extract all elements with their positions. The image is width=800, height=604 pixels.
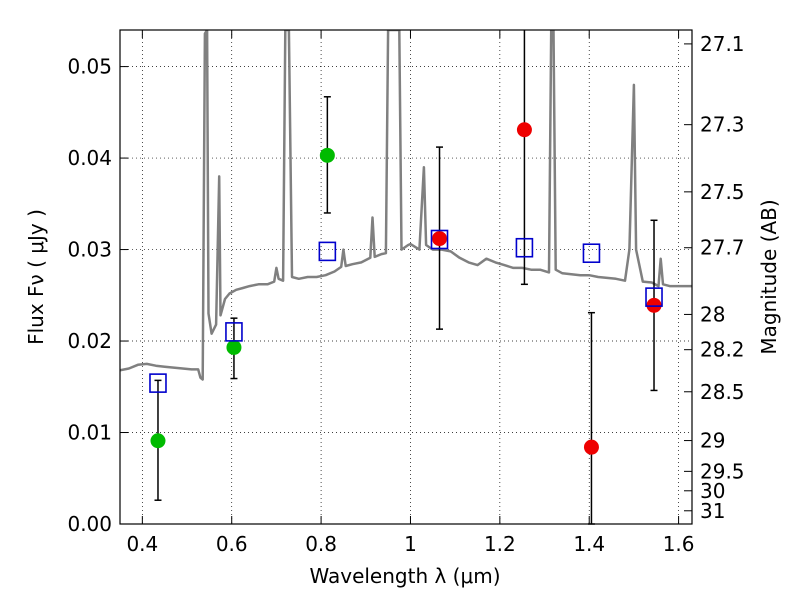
- right-tick-label: 27.7: [700, 236, 745, 260]
- points-layer: [149, 30, 663, 525]
- square-marker: [318, 241, 337, 262]
- red-point: [516, 122, 532, 138]
- x-tick-label: 1: [404, 532, 417, 556]
- green-point: [319, 147, 335, 163]
- right-tick-label: 29: [700, 429, 725, 453]
- square-marker: [430, 229, 449, 250]
- right-axis-label: Magnitude (AB): [757, 199, 781, 354]
- square-marker: [645, 287, 663, 307]
- green-point: [150, 433, 166, 449]
- red-point: [583, 439, 599, 455]
- right-tick-label: 28.2: [700, 338, 745, 362]
- x-tick-label: 1.2: [484, 532, 516, 556]
- right-tick-label: 27.3: [700, 113, 745, 137]
- y-tick-label: 0.02: [67, 329, 112, 353]
- square-marker: [582, 243, 601, 264]
- right-tick-label: 27.5: [700, 180, 745, 204]
- x-tick-label: 1.4: [573, 532, 605, 556]
- right-tick-label: 27.1: [700, 32, 745, 56]
- x-tick-label: 1.6: [663, 532, 695, 556]
- right-tick-label: 31: [700, 499, 725, 523]
- model-spectrum-line: [120, 30, 692, 381]
- square-marker: [149, 373, 167, 393]
- square-marker: [225, 322, 243, 342]
- y-tick-label: 0.05: [67, 55, 112, 79]
- y-tick-label: 0.04: [67, 146, 112, 170]
- red-point: [432, 231, 448, 247]
- frame-layer: [119, 29, 693, 525]
- x-tick-label: 0.4: [126, 532, 158, 556]
- right-tick-label: 28: [700, 302, 725, 326]
- y-tick-label: 0.01: [67, 421, 112, 445]
- right-tick-label: 28.5: [700, 380, 745, 404]
- y-tick-label: 0.00: [67, 512, 112, 536]
- x-axis-label: Wavelength λ (μm): [309, 564, 500, 588]
- y-tick-label: 0.03: [67, 238, 112, 262]
- right-tick-label: 30: [700, 479, 725, 503]
- model-layer: [120, 30, 692, 381]
- x-tick-label: 0.8: [305, 532, 337, 556]
- square-marker: [515, 237, 534, 258]
- x-tick-label: 0.6: [216, 532, 248, 556]
- ticks-layer: 0.4 0.6 0.8 1 1.2 1.4 1.6 0.00 0.01 0.02 0.03 0.04 0…: [67, 30, 745, 556]
- green-point: [226, 339, 242, 355]
- plot-frame: [119, 29, 693, 525]
- y-axis-label: Flux Fν ( μJy ): [24, 209, 48, 345]
- right-tick-label: 29.5: [700, 459, 745, 483]
